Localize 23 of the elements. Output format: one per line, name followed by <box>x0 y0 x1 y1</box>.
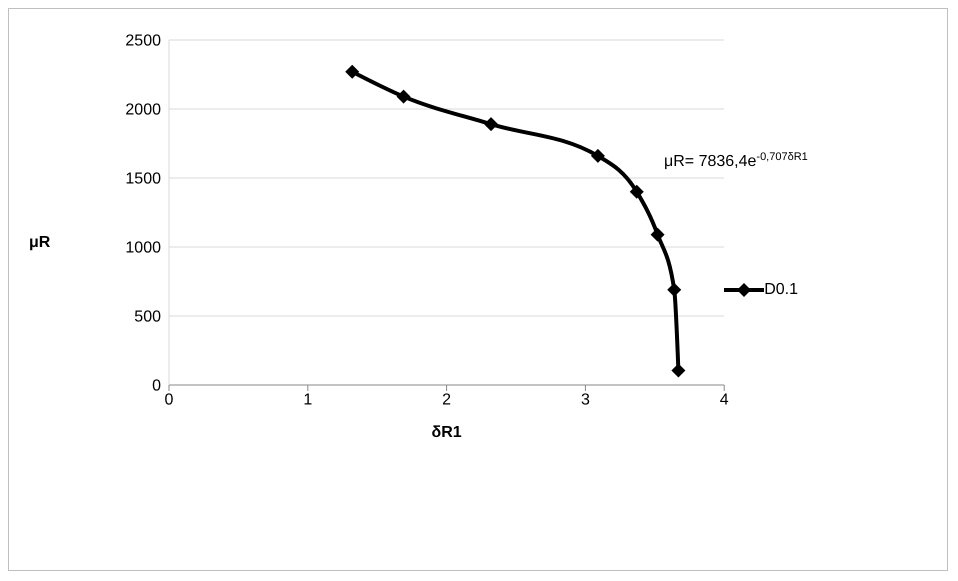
y-tick-label: 2500 <box>125 32 162 50</box>
y-tick-label: 0 <box>152 378 162 395</box>
x-tick-label: 1 <box>303 391 312 408</box>
annotation: μR= 7836,4e$^{-0,707δR1}$ <box>664 151 808 170</box>
y-axis-title: μR <box>29 234 50 252</box>
point <box>630 184 644 199</box>
point <box>345 64 360 79</box>
x-tick-label: 2 <box>442 391 452 408</box>
y-tick-label: 2000 <box>125 102 162 119</box>
point <box>396 90 411 104</box>
x-tick-label: 4 <box>720 391 729 408</box>
point <box>484 117 498 132</box>
x-axis-title: δR1 <box>432 424 462 441</box>
point <box>650 228 665 242</box>
y-tick-label: 1000 <box>125 240 162 257</box>
y-tick-label: 1500 <box>125 170 162 188</box>
x-tick-label: 3 <box>580 391 590 408</box>
point <box>590 148 605 163</box>
point <box>671 364 686 378</box>
x-tick-label: 0 <box>164 391 174 408</box>
y-tick-label: 500 <box>134 308 162 326</box>
point <box>667 282 682 297</box>
legend-label: D0.1 <box>764 280 798 298</box>
